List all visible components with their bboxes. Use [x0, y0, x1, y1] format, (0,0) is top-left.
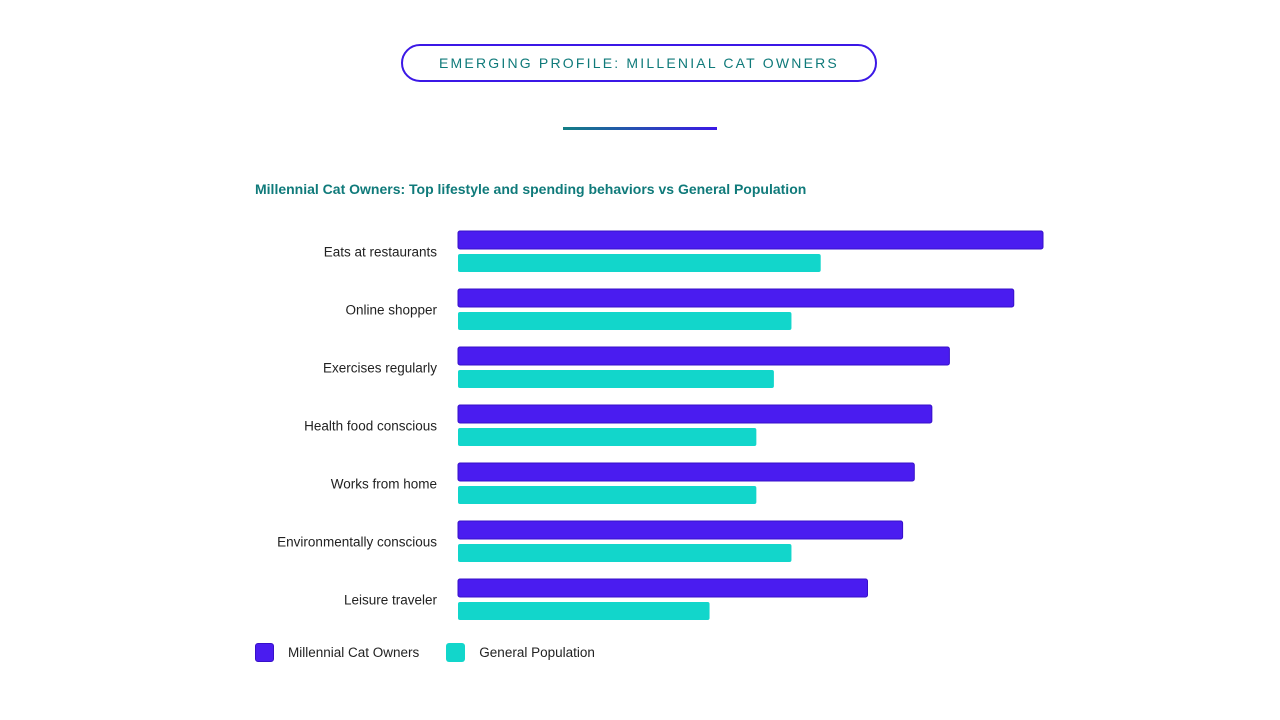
- legend-item-general: General Population: [446, 643, 595, 662]
- bar-general: [458, 428, 757, 446]
- bar-general: [458, 254, 821, 272]
- legend-swatch-millennial: [255, 643, 274, 662]
- legend-swatch-general: [446, 643, 466, 662]
- chart-legend: Millennial Cat Owners General Population: [255, 643, 622, 662]
- category-label: Exercises regularly: [323, 361, 437, 376]
- category-label: Health food conscious: [304, 419, 437, 434]
- pill-title: EMERGING PROFILE: MILLENIAL CAT OWNERS: [439, 55, 839, 71]
- bar-general: [458, 602, 710, 620]
- bar-millennial: [457, 462, 915, 482]
- category-label: Works from home: [331, 477, 437, 492]
- bar-millennial: [457, 404, 933, 424]
- category-label: Online shopper: [345, 303, 437, 318]
- legend-label-general: General Population: [479, 645, 595, 660]
- category-label: Eats at restaurants: [324, 245, 438, 260]
- bar-millennial: [457, 346, 950, 366]
- category-label: Leisure traveler: [344, 593, 438, 608]
- bar-millennial: [457, 520, 904, 540]
- legend-item-millennial: Millennial Cat Owners: [255, 643, 419, 662]
- bar-millennial: [457, 578, 868, 598]
- bar-general: [458, 486, 757, 504]
- header-pill: EMERGING PROFILE: MILLENIAL CAT OWNERS: [401, 44, 877, 82]
- bar-general: [458, 370, 774, 388]
- bar-millennial: [457, 230, 1044, 250]
- title-divider: [563, 127, 717, 130]
- bar-general: [458, 312, 792, 330]
- category-label: Environmentally conscious: [277, 535, 437, 550]
- bar-general: [458, 544, 792, 562]
- chart-title: Millennial Cat Owners: Top lifestyle and…: [255, 181, 807, 197]
- bar-millennial: [457, 288, 1015, 308]
- legend-label-millennial: Millennial Cat Owners: [288, 645, 420, 660]
